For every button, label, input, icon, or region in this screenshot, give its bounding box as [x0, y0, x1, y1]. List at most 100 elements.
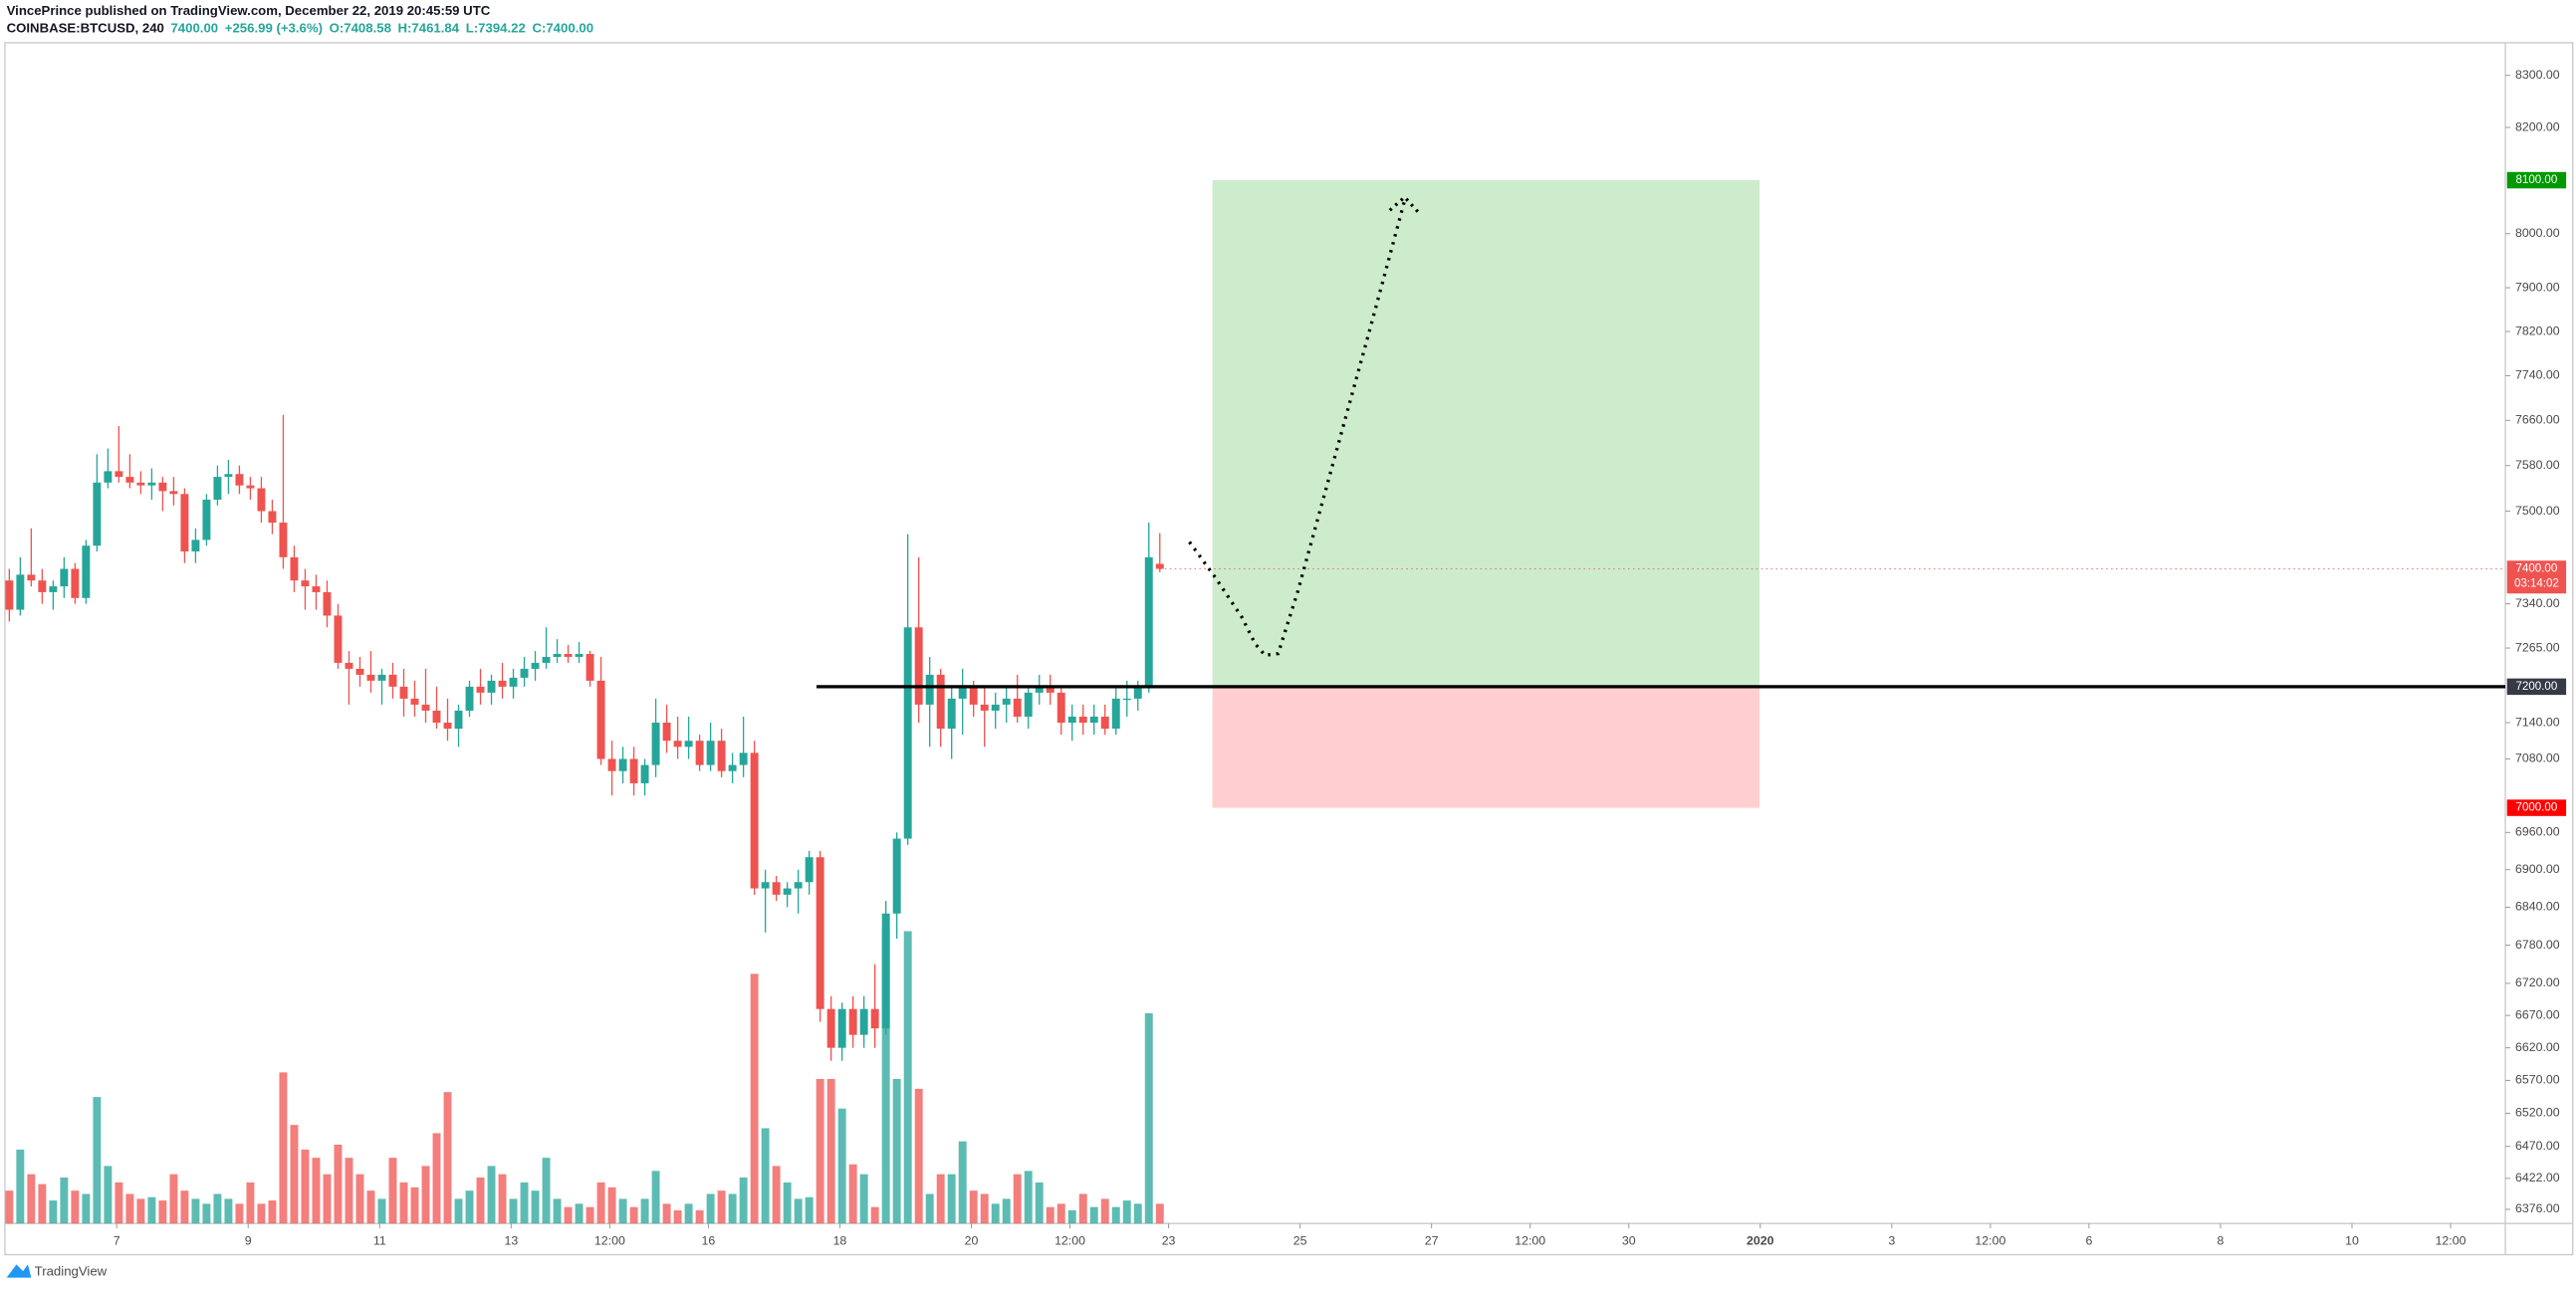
volume-bar: [421, 1166, 430, 1224]
candle-body: [717, 741, 726, 771]
candle-body: [82, 545, 91, 598]
candle-body: [837, 1008, 846, 1048]
y-tick-label: 6470.00: [2515, 1139, 2560, 1153]
volume-bar: [794, 1198, 803, 1224]
symbol-part: H:7461.84: [398, 21, 460, 36]
candle-body: [575, 653, 584, 657]
candle-body: [553, 653, 562, 657]
volume-bar: [596, 1182, 605, 1224]
logo-icon: [6, 1264, 32, 1278]
candle-body: [104, 471, 113, 483]
candle-body: [487, 680, 496, 693]
x-tick-label: 30: [1622, 1234, 1636, 1248]
candle-body: [16, 574, 25, 610]
y-tick-label: 6620.00: [2515, 1040, 2560, 1054]
candle-body: [312, 586, 321, 592]
y-tick-label: 6520.00: [2515, 1106, 2560, 1120]
x-tick-label: 12:00: [2436, 1234, 2466, 1248]
candle-body: [1144, 556, 1153, 687]
candle-body: [49, 586, 58, 592]
volume-bar: [1111, 1206, 1120, 1224]
y-tick-label: 7340.00: [2515, 596, 2560, 610]
candle-body: [618, 758, 627, 771]
volume-bar: [180, 1190, 189, 1224]
volume-bar: [892, 1078, 901, 1224]
candle-body: [509, 677, 518, 687]
candle-body: [980, 704, 989, 711]
volume-bar: [454, 1198, 463, 1224]
candle-body: [158, 482, 167, 492]
volume-bar: [881, 928, 890, 1224]
brand-name: TradingView: [35, 1263, 108, 1278]
candle-body: [60, 568, 69, 587]
candle-body: [377, 674, 386, 681]
volume-bar: [531, 1190, 540, 1224]
candle-body: [38, 580, 47, 592]
volume-bar: [443, 1092, 452, 1224]
candle-body: [903, 627, 912, 839]
volume-bar: [662, 1203, 671, 1224]
symbol-part: 7400.00: [170, 21, 218, 36]
candle-body: [235, 474, 244, 486]
volume-bar: [925, 1193, 934, 1224]
volume-bar: [476, 1177, 485, 1224]
y-tick-label: 7660.00: [2515, 413, 2560, 427]
candle-body: [936, 674, 945, 730]
volume-bar: [673, 1209, 682, 1224]
volume-bar: [607, 1186, 616, 1224]
volume-bar: [399, 1182, 408, 1224]
candle-body: [772, 882, 781, 895]
candle-body: [1067, 716, 1076, 724]
volume-bar: [191, 1198, 200, 1224]
volume-bar: [640, 1198, 649, 1224]
candle-body: [925, 674, 934, 705]
volume-bar: [618, 1198, 627, 1224]
candle-body: [794, 882, 803, 889]
candle-body: [662, 723, 671, 742]
volume-bar: [388, 1158, 397, 1224]
candle-body: [191, 539, 200, 552]
volume-bar: [1122, 1200, 1131, 1224]
candle-body: [213, 477, 222, 501]
y-tick-label: 7820.00: [2515, 323, 2560, 337]
candle-body: [476, 686, 485, 693]
y-tick-label: 6570.00: [2515, 1073, 2560, 1087]
volume-bar: [706, 1193, 715, 1224]
volume-bar: [136, 1198, 145, 1224]
y-tick-label: 7740.00: [2515, 368, 2560, 382]
candle-body: [1111, 698, 1120, 730]
y-tick-label: 6720.00: [2515, 975, 2560, 989]
volume-bar: [410, 1186, 419, 1224]
volume-bar: [38, 1183, 47, 1224]
candle-body: [520, 668, 529, 678]
volume-bar: [848, 1164, 857, 1224]
volume-bar: [257, 1203, 266, 1224]
volume-bar: [115, 1182, 123, 1224]
candle-body: [1024, 692, 1033, 717]
candle-body: [881, 913, 890, 1029]
volume-bar: [695, 1209, 704, 1224]
volume-bar: [728, 1193, 737, 1224]
candle-body: [564, 653, 573, 657]
candle-body: [684, 741, 693, 748]
volume-bar: [542, 1158, 551, 1224]
frame: [4, 42, 2574, 1256]
volume-bar: [553, 1198, 562, 1224]
y-tick-label: 8200.00: [2515, 119, 2560, 133]
volume-bar: [761, 1128, 770, 1224]
stop-tag: [2506, 799, 2567, 816]
candle-body: [1056, 692, 1065, 724]
plot: 8300.00 8200.00 8000.00 7900.00 7820.00 7740.…: [5, 68, 2567, 1248]
candle-body: [1046, 686, 1054, 693]
volume-bar: [991, 1203, 1000, 1224]
volume-bar: [147, 1196, 156, 1224]
volume-bar: [345, 1158, 353, 1224]
volume-bar: [520, 1182, 529, 1224]
volume-bar: [268, 1200, 277, 1224]
candle-body: [224, 474, 233, 478]
y-tick-label: 6376.00: [2515, 1201, 2560, 1215]
candle-body: [366, 674, 375, 681]
volume-bar: [366, 1190, 375, 1224]
